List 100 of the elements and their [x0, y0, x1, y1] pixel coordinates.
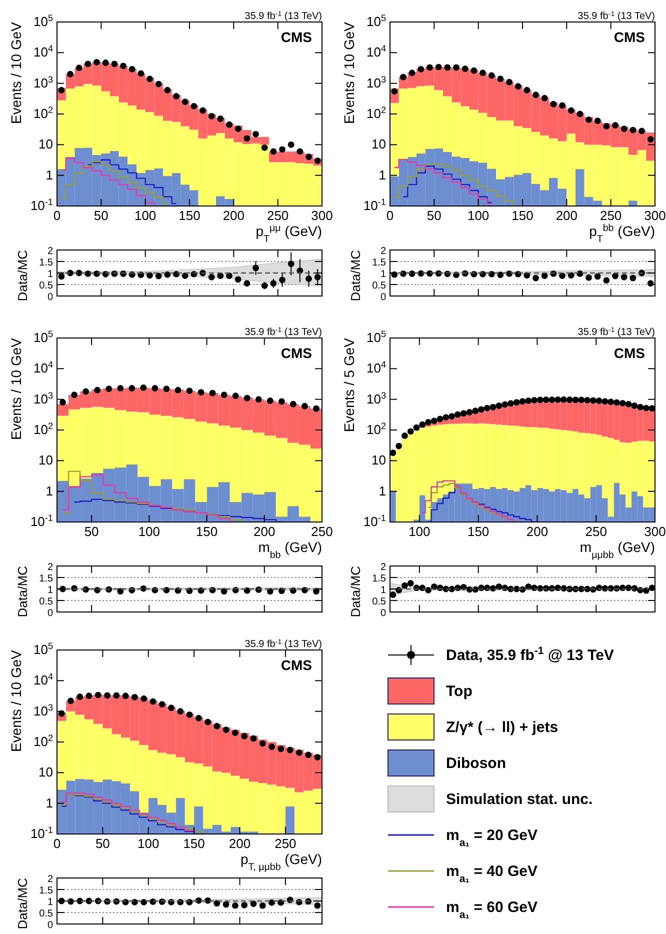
- y-tick-label: 10$^{3}$: [33, 390, 53, 406]
- legend-label: m$_{a₁}$ = 60 GeV: [446, 899, 538, 921]
- y-tick-label: 10$^{2}$: [33, 733, 53, 749]
- y-tick-label: 10$^{4}$: [366, 44, 386, 60]
- y-tick-label: 0: [380, 292, 386, 303]
- annotation: CMS: [280, 345, 312, 361]
- y-tick-label: 10$^{-1}$: [30, 513, 53, 529]
- x-tick-label: 300: [311, 208, 333, 223]
- y-tick-label: 10$^{5}$: [33, 641, 53, 657]
- y-tick-label: 0.5: [372, 596, 386, 608]
- legend-label: Top: [446, 683, 472, 700]
- x-tick-label: 100: [408, 524, 430, 539]
- x-axis-title: m$_{bb}$ (GeV): [258, 539, 322, 560]
- y-tick-label: 1: [380, 269, 386, 280]
- annotation: CMS: [280, 29, 312, 45]
- y-tick-label: 0: [47, 292, 54, 303]
- y-axis-title: Data/MC: [348, 250, 363, 302]
- x-tick-label: 250: [585, 524, 607, 539]
- x-axis-title: p$_{T, μμbb}$ (GeV): [240, 851, 322, 872]
- y-axis-title: Events / 10 GeV: [341, 21, 357, 124]
- x-tick-label: 50: [426, 208, 442, 223]
- x-tick-label: 300: [644, 524, 666, 539]
- y-tick-label: 0: [380, 608, 386, 619]
- y-tick-label: 2: [47, 874, 54, 885]
- annotation: 35.9 fb$^{-1}$ (13 TeV): [244, 10, 322, 22]
- x-tick-label: 150: [512, 208, 534, 223]
- y-tick-label: 10$^{-1}$: [30, 825, 53, 841]
- x-tick-label: 250: [266, 208, 289, 223]
- y-tick-label: 10$^{5}$: [33, 329, 53, 345]
- y-tick-label: 1: [378, 167, 386, 182]
- x-tick-label: 50: [95, 836, 110, 851]
- legend-label: Z/γ* (→ ll) + jets: [446, 719, 558, 736]
- y-tick-label: 1: [46, 795, 53, 810]
- annotation: 35.9 fb$^{-1}$ (13 TeV): [578, 10, 655, 22]
- y-tick-label: 0.5: [39, 596, 54, 608]
- y-tick-label: 1: [378, 483, 386, 498]
- y-tick-label: 10$^{-1}$: [30, 197, 53, 213]
- y-tick-label: 2: [380, 562, 386, 573]
- y-tick-label: 1.5: [39, 258, 54, 268]
- y-tick-label: 1.5: [39, 886, 54, 896]
- y-tick-label: 10$^{3}$: [33, 74, 53, 90]
- y-tick-label: 0.5: [372, 280, 386, 292]
- y-axis-title: Data/MC: [15, 878, 30, 930]
- y-tick-label: 10$^{4}$: [33, 44, 53, 60]
- x-tick-label: 150: [178, 208, 200, 223]
- y-axis-title: Events / 5 GeV: [341, 337, 357, 432]
- x-axis-title: p$_{T}$$^{bb}$ (GeV): [589, 222, 655, 244]
- y-tick-label: 1.5: [372, 574, 386, 584]
- y-axis-title: Events / 10 GeV: [8, 337, 24, 440]
- x-tick-label: 250: [600, 208, 622, 223]
- y-tick-label: 10$^{5}$: [366, 13, 386, 29]
- y-tick-label: 10$^{4}$: [366, 360, 386, 376]
- y-tick-label: 10$^{5}$: [33, 13, 53, 29]
- x-tick-label: 50: [84, 524, 99, 539]
- y-tick-label: 10$^{2}$: [33, 421, 53, 437]
- x-tick-label: 200: [228, 836, 251, 851]
- y-tick-label: 10$^{5}$: [366, 329, 386, 345]
- y-tick-label: 0: [47, 920, 54, 931]
- legend-label: m$_{a₁}$ = 40 GeV: [446, 863, 538, 885]
- y-tick-label: 0.5: [39, 908, 54, 920]
- y-axis-title: Data/MC: [15, 566, 30, 618]
- annotation: 35.9 fb$^{-1}$ (13 TeV): [244, 326, 322, 338]
- y-tick-label: 1.5: [372, 258, 386, 268]
- y-tick-label: 10: [372, 136, 386, 152]
- y-tick-label: 0.5: [39, 280, 54, 292]
- y-tick-label: 1: [47, 897, 54, 908]
- annotation: 35.9 fb$^{-1}$ (13 TeV): [244, 638, 322, 650]
- x-axis-title: p$_{T}$$^{μμ}$ (GeV): [256, 222, 322, 244]
- x-tick-label: 100: [138, 524, 160, 539]
- x-tick-label: 150: [467, 524, 490, 539]
- annotation: 35.9 fb$^{-1}$ (13 TeV): [578, 326, 655, 338]
- y-tick-label: 10: [38, 136, 53, 152]
- y-tick-label: 10$^{2}$: [366, 105, 386, 121]
- y-tick-label: 10$^{4}$: [33, 672, 53, 688]
- y-tick-label: 10$^{3}$: [366, 390, 386, 406]
- y-tick-label: 2: [47, 246, 54, 257]
- y-axis-title: Events / 10 GeV: [8, 649, 24, 752]
- x-tick-label: 200: [526, 524, 548, 539]
- y-tick-label: 1: [380, 585, 386, 596]
- x-tick-label: 100: [138, 836, 160, 851]
- y-tick-label: 10: [38, 764, 53, 780]
- y-tick-label: 1.5: [39, 574, 54, 584]
- y-tick-label: 10$^{2}$: [33, 105, 53, 121]
- legend-label: Diboson: [446, 755, 506, 772]
- x-tick-label: 200: [222, 208, 245, 223]
- x-tick-label: 250: [274, 836, 296, 851]
- annotation: CMS: [280, 657, 312, 673]
- x-tick-label: 200: [556, 208, 578, 223]
- y-tick-label: 10$^{3}$: [366, 74, 386, 90]
- annotation: CMS: [614, 29, 645, 45]
- y-tick-label: 10$^{3}$: [33, 702, 53, 718]
- annotation: CMS: [614, 345, 645, 361]
- legend-label: m$_{a₁}$ = 20 GeV: [446, 827, 538, 849]
- y-tick-label: 1: [46, 483, 53, 498]
- y-tick-label: 1: [47, 585, 54, 596]
- y-tick-label: 1: [46, 167, 53, 182]
- x-tick-label: 300: [644, 208, 666, 223]
- y-tick-label: 10$^{2}$: [366, 421, 386, 437]
- y-tick-label: 10$^{4}$: [33, 360, 53, 376]
- y-tick-label: 2: [380, 246, 386, 257]
